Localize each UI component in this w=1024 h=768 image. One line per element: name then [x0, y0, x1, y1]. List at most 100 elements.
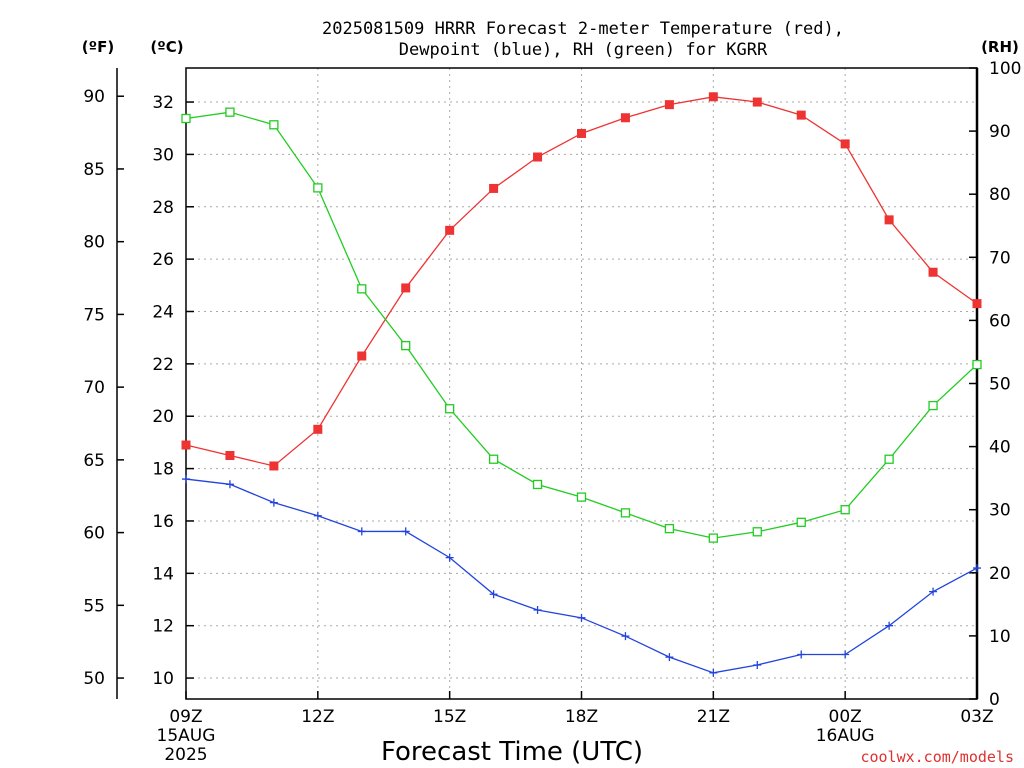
data-point [181, 113, 191, 124]
data-point [620, 113, 630, 123]
x-tick-label: 15Z [433, 707, 466, 727]
rh-unit-label: (RH) [981, 38, 1019, 56]
data-point [797, 650, 806, 659]
fahrenheit-tick-label: 60 [83, 524, 105, 544]
rh-tick-label: 20 [989, 564, 1011, 584]
fahrenheit-tick-label: 55 [83, 596, 105, 616]
data-point [269, 461, 279, 471]
tick-labels: 10 12 14 16 18 20 22 24 26 28 30 32 50 55 60 65 70 75 80 85… [83, 59, 1021, 765]
rh-tick-label: 80 [989, 185, 1011, 205]
data-point [753, 660, 762, 669]
fahrenheit-tick-label: 90 [83, 87, 105, 107]
celsius-tick-label: 12 [152, 617, 174, 637]
data-point [269, 120, 279, 130]
data-point [313, 424, 323, 434]
data-point [884, 454, 894, 464]
plot-frame [185, 67, 978, 700]
data-point [532, 479, 543, 490]
x-tick-date: 16AUG [816, 726, 875, 746]
rh-tick-label: 60 [989, 311, 1011, 331]
x-tick-label: 21Z [697, 707, 730, 727]
data-point [401, 283, 411, 293]
data-point [665, 653, 674, 662]
celsius-tick-label: 30 [152, 145, 174, 165]
celsius-tick-label: 32 [152, 93, 174, 113]
rh-tick-label: 90 [989, 122, 1011, 142]
data-point [269, 498, 278, 507]
data-point [313, 511, 322, 520]
x-axis-title: Forecast Time (UTC) [381, 737, 643, 767]
grid-lines [185, 68, 978, 699]
data-point [664, 100, 674, 110]
data-point [840, 505, 850, 515]
x-tick-label: 03Z [960, 707, 993, 727]
data-point [401, 340, 411, 351]
data-point [929, 587, 938, 596]
data-point [445, 404, 455, 414]
data-point [401, 527, 410, 536]
series-line-dewpoint [185, 478, 978, 674]
celsius-tick-label: 28 [152, 198, 174, 218]
data-point [225, 107, 235, 117]
x-tick-label: 12Z [301, 707, 334, 727]
data-point [621, 632, 630, 641]
rh-tick-label: 0 [989, 690, 1000, 710]
fahrenheit-tick-label: 75 [83, 305, 105, 325]
chart-title-line2: Dewpoint (blue), RH (green) for KGRR [399, 40, 768, 60]
celsius-unit-label: (ºC) [150, 38, 183, 56]
rh-tick-label: 40 [989, 438, 1011, 458]
data-point [840, 139, 850, 149]
data-point [357, 351, 367, 361]
data-point [708, 92, 718, 102]
series-rh [181, 107, 982, 543]
x-tick-year: 2025 [164, 745, 207, 765]
rh-tick-label: 50 [989, 375, 1011, 395]
data-point [752, 97, 762, 107]
data-point [577, 613, 586, 622]
rh-tick-label: 10 [989, 627, 1011, 647]
fahrenheit-tick-label: 65 [83, 451, 105, 471]
x-tick-label: 00Z [829, 707, 862, 727]
celsius-tick-label: 20 [152, 407, 174, 427]
fahrenheit-tick-label: 80 [83, 233, 105, 253]
data-point [445, 225, 455, 235]
data-point [357, 527, 366, 536]
data-point [488, 454, 499, 464]
data-point [533, 605, 542, 614]
celsius-tick-label: 18 [152, 460, 174, 480]
rh-tick-label: 30 [989, 501, 1011, 521]
data-point [489, 590, 498, 599]
data-point [973, 564, 981, 573]
celsius-tick-label: 24 [152, 302, 174, 322]
data-point [841, 650, 850, 659]
rh-tick-label: 70 [989, 248, 1011, 268]
credit-text: coolwx.com/models [860, 748, 1014, 766]
rh-tick-label: 100 [989, 59, 1021, 79]
fahrenheit-tick-label: 70 [83, 378, 105, 398]
x-tick-date: 15AUG [157, 726, 216, 746]
data-point [445, 553, 454, 562]
data-point [576, 492, 587, 502]
data-point [796, 517, 806, 527]
data-point [884, 215, 894, 225]
data-point [928, 400, 938, 411]
celsius-tick-label: 26 [152, 250, 174, 270]
axes [116, 67, 979, 700]
data-point [313, 183, 323, 193]
data-point [885, 621, 894, 630]
celsius-tick-label: 16 [152, 512, 174, 532]
data-point [972, 299, 982, 309]
data-point [620, 508, 631, 518]
celsius-tick-label: 22 [152, 355, 174, 375]
data-point [225, 451, 235, 461]
data-point [796, 110, 806, 120]
data-point [181, 440, 191, 450]
data-point [533, 152, 543, 162]
data-point [489, 183, 499, 193]
fahrenheit-tick-label: 85 [83, 160, 105, 180]
data-point [182, 475, 190, 484]
series-dewpoint [182, 475, 981, 677]
data-point [225, 480, 234, 489]
data-point [708, 533, 718, 543]
data-series [181, 92, 982, 677]
